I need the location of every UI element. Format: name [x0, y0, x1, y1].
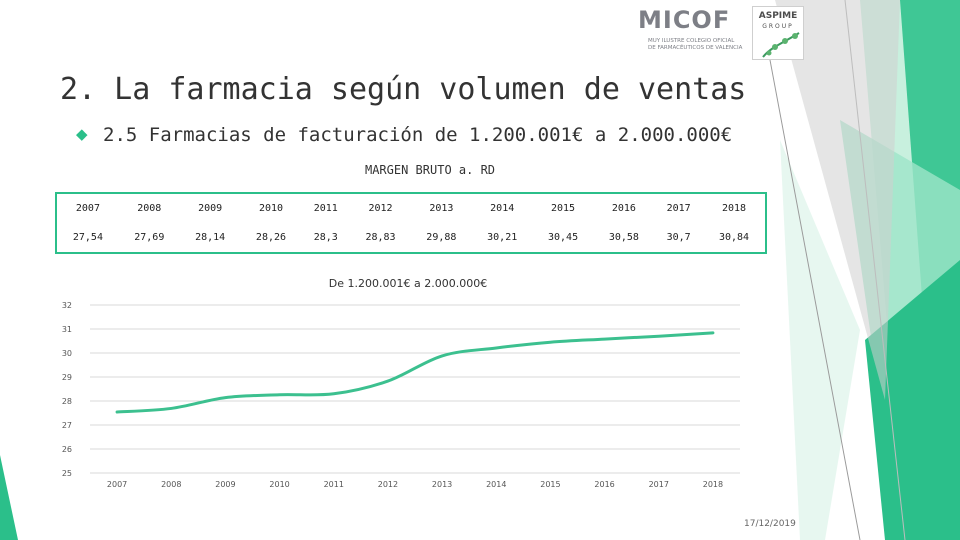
aspime-leaf-icon	[762, 32, 800, 58]
x-tick-label: 2018	[703, 480, 723, 489]
deco-pale-shard	[780, 140, 860, 540]
y-tick-label: 25	[62, 469, 72, 478]
x-tick-label: 2016	[594, 480, 614, 489]
table-cell-value: 27,54	[72, 232, 103, 243]
deco-panel-dark	[865, 260, 960, 540]
y-tick-label: 26	[62, 445, 72, 454]
series-line	[115, 331, 715, 414]
bullet-diamond-icon: ◆	[76, 125, 88, 143]
micof-logo-subtext: MUY ILUSTRE COLEGIO OFICIAL DE FARMACÉUT…	[648, 38, 743, 51]
x-tick-label: 2017	[649, 480, 669, 489]
deco-left-corner	[0, 455, 18, 540]
table-cell-year: 2011	[313, 203, 338, 214]
y-tick-label: 32	[62, 301, 72, 310]
table-cell-year: 2014	[490, 203, 515, 214]
y-tick-label: 30	[62, 349, 72, 358]
deco-gray-shard	[775, 0, 900, 400]
table-cell-year: 2013	[429, 203, 454, 214]
table-cell-year: 2008	[137, 203, 162, 214]
table-cell-year: 2017	[666, 203, 691, 214]
chart-title: De 1.200.001€ a 2.000.000€	[329, 277, 487, 290]
table-cell-year: 2010	[258, 203, 284, 214]
slide-title: 2. La farmacia según volumen de ventas	[60, 72, 747, 107]
chart-series	[115, 331, 715, 414]
x-tick-label: 2013	[432, 480, 452, 489]
x-tick-label: 2010	[269, 480, 289, 489]
table-cell-value: 29,88	[426, 232, 457, 243]
table-cell-value: 28,83	[365, 232, 396, 243]
x-tick-label: 2007	[107, 480, 127, 489]
y-tick-label: 29	[62, 373, 72, 382]
table-cell-value: 30,84	[718, 232, 750, 243]
table-cell-year: 2007	[75, 203, 100, 214]
y-tick-label: 31	[62, 325, 72, 334]
table-row-values: 27,54 27,69 28,14 28,26 28,3 28,83 29,88…	[56, 223, 766, 253]
table-cell-value: 30,21	[487, 232, 518, 243]
table-cell-year: 2016	[611, 203, 636, 214]
micof-logo-word: MICOF	[638, 6, 731, 34]
micof-logo: MICOF MUY ILUSTRE COLEGIO OFICIAL DE FAR…	[638, 6, 742, 56]
aspime-logo-word: ASPIME	[758, 11, 798, 21]
table-cell-value: 28,14	[195, 232, 226, 243]
slide-subtitle: 2.5 Farmacias de facturación de 1.200.00…	[103, 124, 733, 146]
slide-date: 17/12/2019	[744, 519, 796, 529]
x-tick-label: 2015	[540, 480, 560, 489]
table-cell-value: 27,69	[134, 232, 165, 243]
chart-y-axis: 25 26 27 28 29 30 31 32	[62, 301, 72, 478]
table-cell-value: 30,45	[547, 232, 579, 243]
x-tick-label: 2009	[215, 480, 235, 489]
table-title: MARGEN BRUTO a. RD	[364, 163, 496, 177]
deco-line-2	[844, 0, 906, 540]
x-tick-label: 2012	[378, 480, 398, 489]
table-cell-year: 2015	[551, 203, 576, 214]
table-row-years: 2007 2008 2009 2010 2011 2012 2013 2014 …	[56, 193, 766, 223]
table-cell-value: 28,3	[313, 232, 338, 243]
table-cell-value: 30,7	[666, 232, 691, 243]
x-tick-label: 2011	[324, 480, 344, 489]
margin-line-chart: De 1.200.001€ a 2.000.000€ 25 26 27 28 29 30 3…	[62, 277, 740, 489]
chart-x-axis: 2007 2008 2009 2010 2011 2012 2013 2014 2015 2016…	[107, 480, 723, 489]
chart-grid	[90, 304, 740, 474]
aspime-logo: ASPIME GROUP	[752, 6, 804, 60]
table-cell-value: 28,26	[255, 232, 287, 243]
x-tick-label: 2008	[161, 480, 181, 489]
table-cell-year: 2009	[198, 203, 223, 214]
y-tick-label: 27	[62, 421, 72, 430]
x-tick-label: 2014	[486, 480, 506, 489]
table-cell-value: 30,58	[608, 232, 639, 243]
table-cell-year: 2012	[368, 203, 393, 214]
table-cell-year: 2018	[721, 203, 747, 214]
y-tick-label: 28	[62, 397, 72, 406]
deco-line-1	[769, 59, 861, 540]
margin-table: 2007 2008 2009 2010 2011 2012 2013 2014 …	[55, 192, 767, 254]
aspime-logo-subtext: GROUP	[762, 23, 794, 30]
